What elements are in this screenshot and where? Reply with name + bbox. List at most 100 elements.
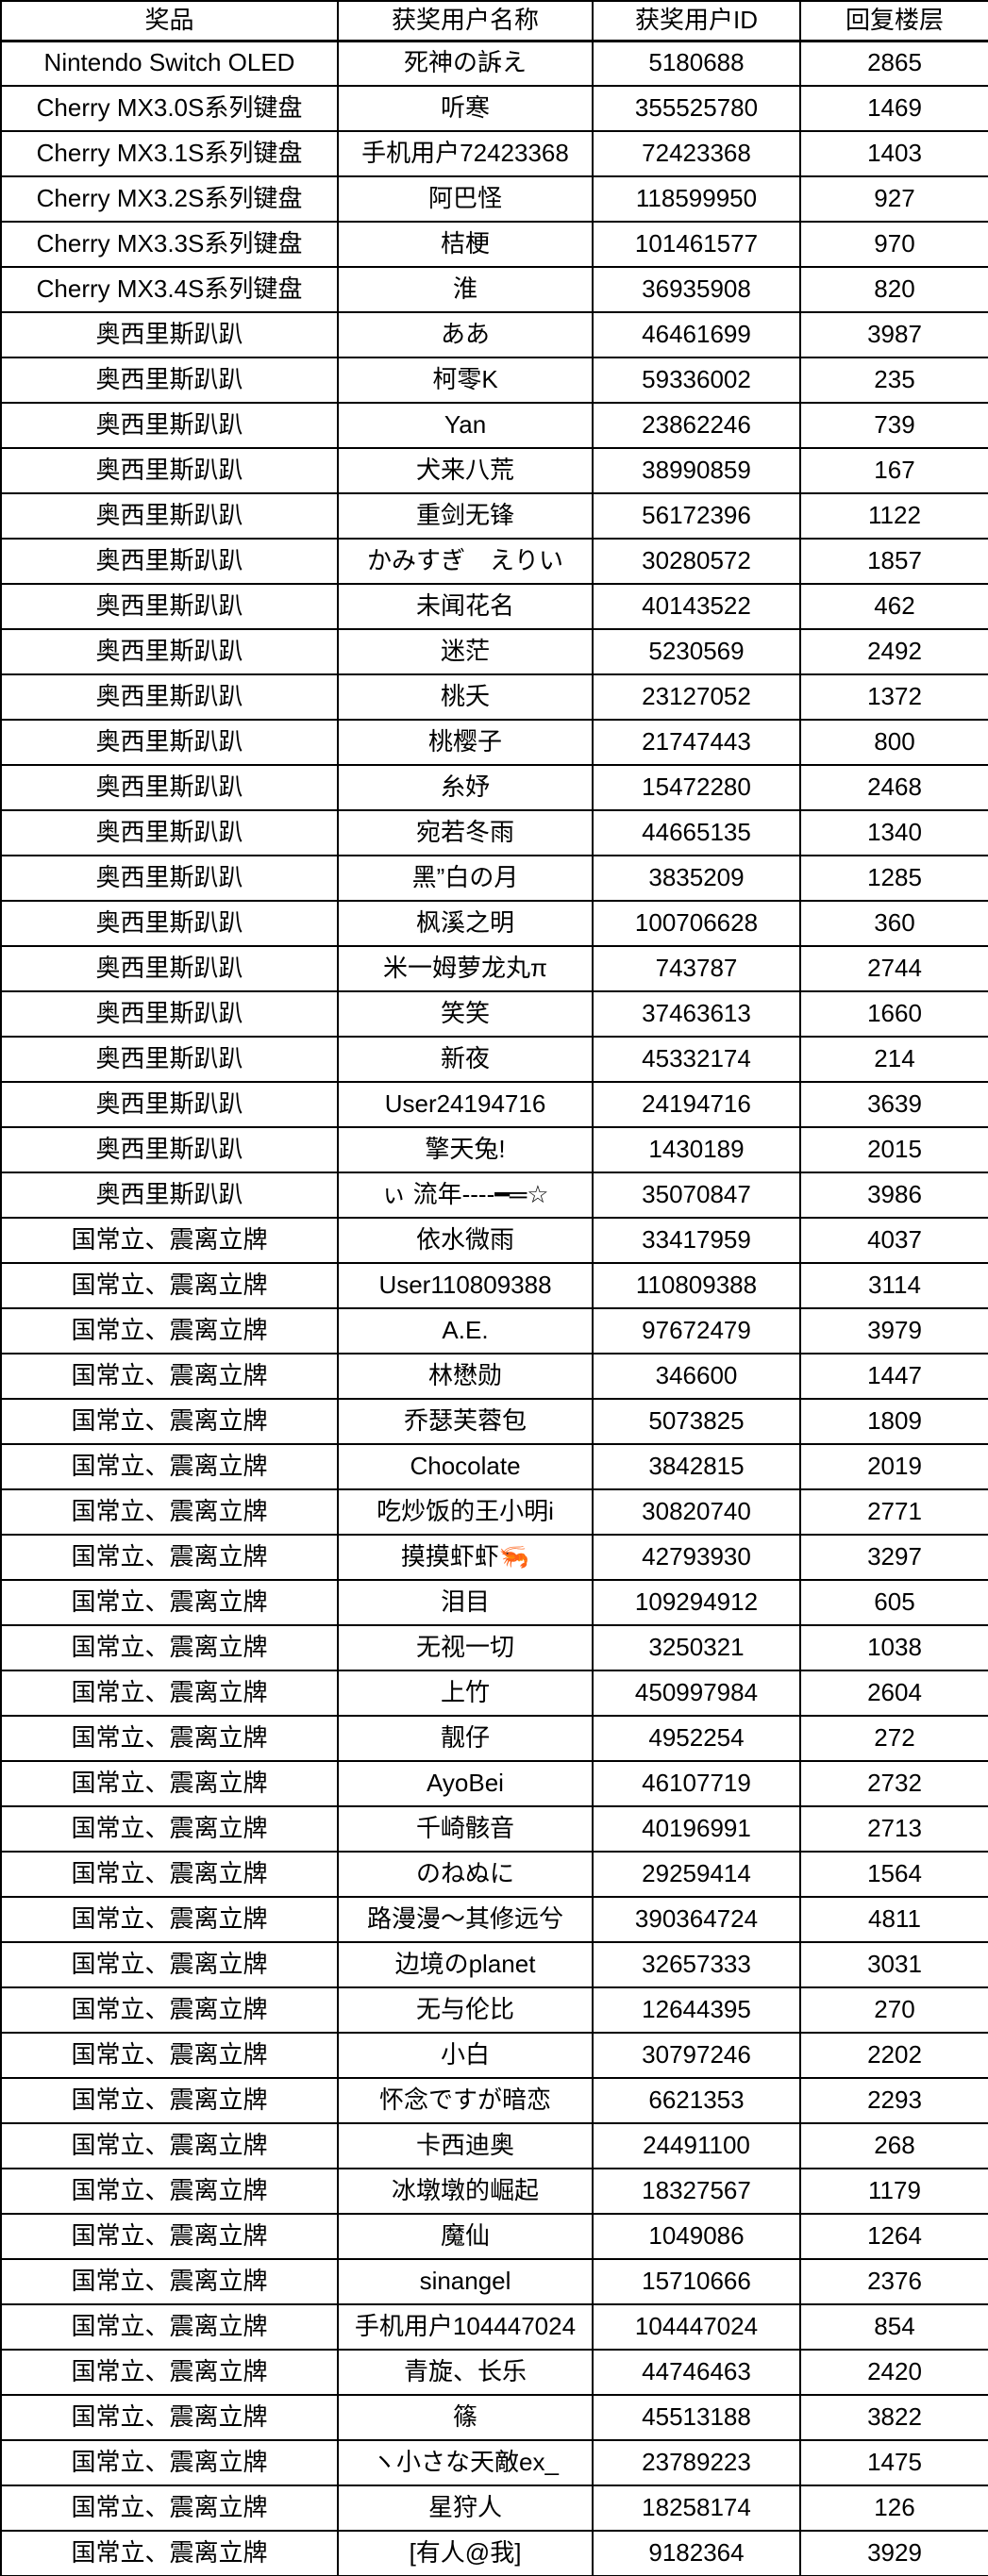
- reply-floor-cell: 1122: [799, 492, 988, 540]
- reply-floor-cell: 3822: [799, 2394, 988, 2441]
- user-id-cell: 450997984: [592, 1670, 801, 1717]
- username-cell: 卡西迪奥: [337, 2122, 594, 2169]
- user-id-cell: 5230569: [592, 628, 801, 675]
- reply-floor-cell: 2202: [799, 2032, 988, 2079]
- table-row: 奥西里斯趴趴 重剑无锋 56172396 1122: [0, 492, 988, 540]
- prize-cell: 奥西里斯趴趴: [0, 311, 339, 358]
- reply-floor-cell: 3297: [799, 1534, 988, 1581]
- prize-cell: 奥西里斯趴趴: [0, 357, 339, 404]
- table-row: 奥西里斯趴趴 未闻花名 40143522 462: [0, 583, 988, 630]
- reply-floor-cell: 970: [799, 221, 988, 268]
- prize-cell: 奥西里斯趴趴: [0, 1172, 339, 1219]
- prize-cell: 国常立、震离立牌: [0, 1398, 339, 1445]
- table-row: 国常立、震离立牌 User110809388 110809388 3114: [0, 1262, 988, 1309]
- user-id-cell: 3835209: [592, 855, 801, 902]
- username-cell: User110809388: [337, 1262, 594, 1309]
- prize-cell: Cherry MX3.2S系列键盘: [0, 175, 339, 223]
- user-id-cell: 33417959: [592, 1217, 801, 1264]
- user-id-cell: 30820740: [592, 1488, 801, 1536]
- username-cell: 糸妤: [337, 764, 594, 811]
- reply-floor-cell: 462: [799, 583, 988, 630]
- user-id-cell: 23789223: [592, 2439, 801, 2486]
- username-cell: 摸摸虾虾🦐: [337, 1534, 594, 1581]
- prize-cell: 奥西里斯趴趴: [0, 855, 339, 902]
- prize-cell: 国常立、震离立牌: [0, 1624, 339, 1671]
- table-row: 奥西里斯趴趴 ああ 46461699 3987: [0, 311, 988, 358]
- user-id-cell: 46107719: [592, 1760, 801, 1807]
- username-cell: 笑笑: [337, 990, 594, 1038]
- table-row: 国常立、震离立牌 摸摸虾虾🦐 42793930 3297: [0, 1534, 988, 1581]
- user-id-cell: 101461577: [592, 221, 801, 268]
- user-id-cell: 46461699: [592, 311, 801, 358]
- username-cell: [有人@我]: [337, 2530, 594, 2576]
- reply-floor-cell: 1809: [799, 1398, 988, 1445]
- prize-cell: 奥西里斯趴趴: [0, 990, 339, 1038]
- username-cell: ぃ 流年----━═☆: [337, 1172, 594, 1219]
- username-cell: 犬来八荒: [337, 447, 594, 494]
- user-id-cell: 37463613: [592, 990, 801, 1038]
- reply-floor-cell: 3114: [799, 1262, 988, 1309]
- user-id-cell: 104447024: [592, 2303, 801, 2351]
- prize-cell: 国常立、震离立牌: [0, 2168, 339, 2215]
- prize-cell: 国常立、震离立牌: [0, 1986, 339, 2034]
- prize-cell: 国常立、震离立牌: [0, 2122, 339, 2169]
- user-id-cell: 23127052: [592, 673, 801, 721]
- reply-floor-cell: 3986: [799, 1172, 988, 1219]
- username-cell: User24194716: [337, 1081, 594, 1128]
- prize-cell: Cherry MX3.4S系列键盘: [0, 266, 339, 313]
- reply-floor-cell: 2744: [799, 945, 988, 992]
- user-id-cell: 40143522: [592, 583, 801, 630]
- table-row: 国常立、震离立牌 林懋勋 346600 1447: [0, 1353, 988, 1400]
- reply-floor-cell: 739: [799, 402, 988, 449]
- table-row: 国常立、震离立牌 小白 30797246 2202: [0, 2032, 988, 2079]
- table-row: 国常立、震离立牌 边境のplanet 32657333 3031: [0, 1941, 988, 1988]
- reply-floor-cell: 1447: [799, 1353, 988, 1400]
- table-row: 国常立、震离立牌 无与伦比 12644395 270: [0, 1986, 988, 2034]
- user-id-cell: 97672479: [592, 1307, 801, 1354]
- table-row: 国常立、震离立牌 魔仙 1049086 1264: [0, 2213, 988, 2260]
- table-row: Cherry MX3.0S系列键盘 听寒 355525780 1469: [0, 85, 988, 132]
- user-id-cell: 32657333: [592, 1941, 801, 1988]
- reply-floor-cell: 3031: [799, 1941, 988, 1988]
- username-cell: 青旋、长乐: [337, 2349, 594, 2396]
- user-id-cell: 1430189: [592, 1126, 801, 1173]
- table-row: 奥西里斯趴趴 宛若冬雨 44665135 1340: [0, 809, 988, 856]
- username-cell: 千崎骸音: [337, 1805, 594, 1853]
- username-cell: 桔梗: [337, 221, 594, 268]
- prize-cell: 奥西里斯趴趴: [0, 1081, 339, 1128]
- username-cell: ああ: [337, 311, 594, 358]
- username-cell: Chocolate: [337, 1443, 594, 1490]
- username-cell: 小白: [337, 2032, 594, 2079]
- prize-cell: 国常立、震离立牌: [0, 1760, 339, 1807]
- prize-cell: 国常立、震离立牌: [0, 2349, 339, 2396]
- reply-floor-cell: 605: [799, 1579, 988, 1626]
- prize-cell: 奥西里斯趴趴: [0, 628, 339, 675]
- table-row: 奥西里斯趴趴ぃ 流年----━═☆ 35070847 3986: [0, 1172, 988, 1219]
- username-cell: 无视一切: [337, 1624, 594, 1671]
- prize-cell: 国常立、震离立牌: [0, 1534, 339, 1581]
- table-row: 奥西里斯趴趴 糸妤 15472280 2468: [0, 764, 988, 811]
- prize-cell: 奥西里斯趴趴: [0, 809, 339, 856]
- prize-cell: 国常立、震离立牌: [0, 1307, 339, 1354]
- table-row: 国常立、震离立牌 のねぬに 29259414 1564: [0, 1851, 988, 1898]
- reply-floor-cell: 820: [799, 266, 988, 313]
- username-cell: Yan: [337, 402, 594, 449]
- table-row: 国常立、震离立牌 靓仔 4952254 272: [0, 1715, 988, 1762]
- username-cell: 未闻花名: [337, 583, 594, 630]
- prize-cell: 国常立、震离立牌: [0, 2032, 339, 2079]
- user-id-cell: 3250321: [592, 1624, 801, 1671]
- user-id-cell: 42793930: [592, 1534, 801, 1581]
- username-cell: 枫溪之明: [337, 900, 594, 947]
- reply-floor-cell: 360: [799, 900, 988, 947]
- table-row: 国常立、震离立牌 吃炒饭的王小明i 30820740 2771: [0, 1488, 988, 1536]
- reply-floor-cell: 854: [799, 2303, 988, 2351]
- table-row: 国常立、震离立牌 依水微雨 33417959 4037: [0, 1217, 988, 1264]
- prize-cell: 国常立、震离立牌: [0, 2258, 339, 2305]
- table-body: Nintendo Switch OLED 死神の訴え 5180688 2865 Cher…: [0, 40, 988, 2576]
- user-id-cell: 18327567: [592, 2168, 801, 2215]
- user-id-cell: 30280572: [592, 538, 801, 585]
- user-id-cell: 355525780: [592, 85, 801, 132]
- username-cell: 桃樱子: [337, 719, 594, 766]
- username-cell: 冰墩墩的崛起: [337, 2168, 594, 2215]
- username-cell: 手机用户72423368: [337, 130, 594, 177]
